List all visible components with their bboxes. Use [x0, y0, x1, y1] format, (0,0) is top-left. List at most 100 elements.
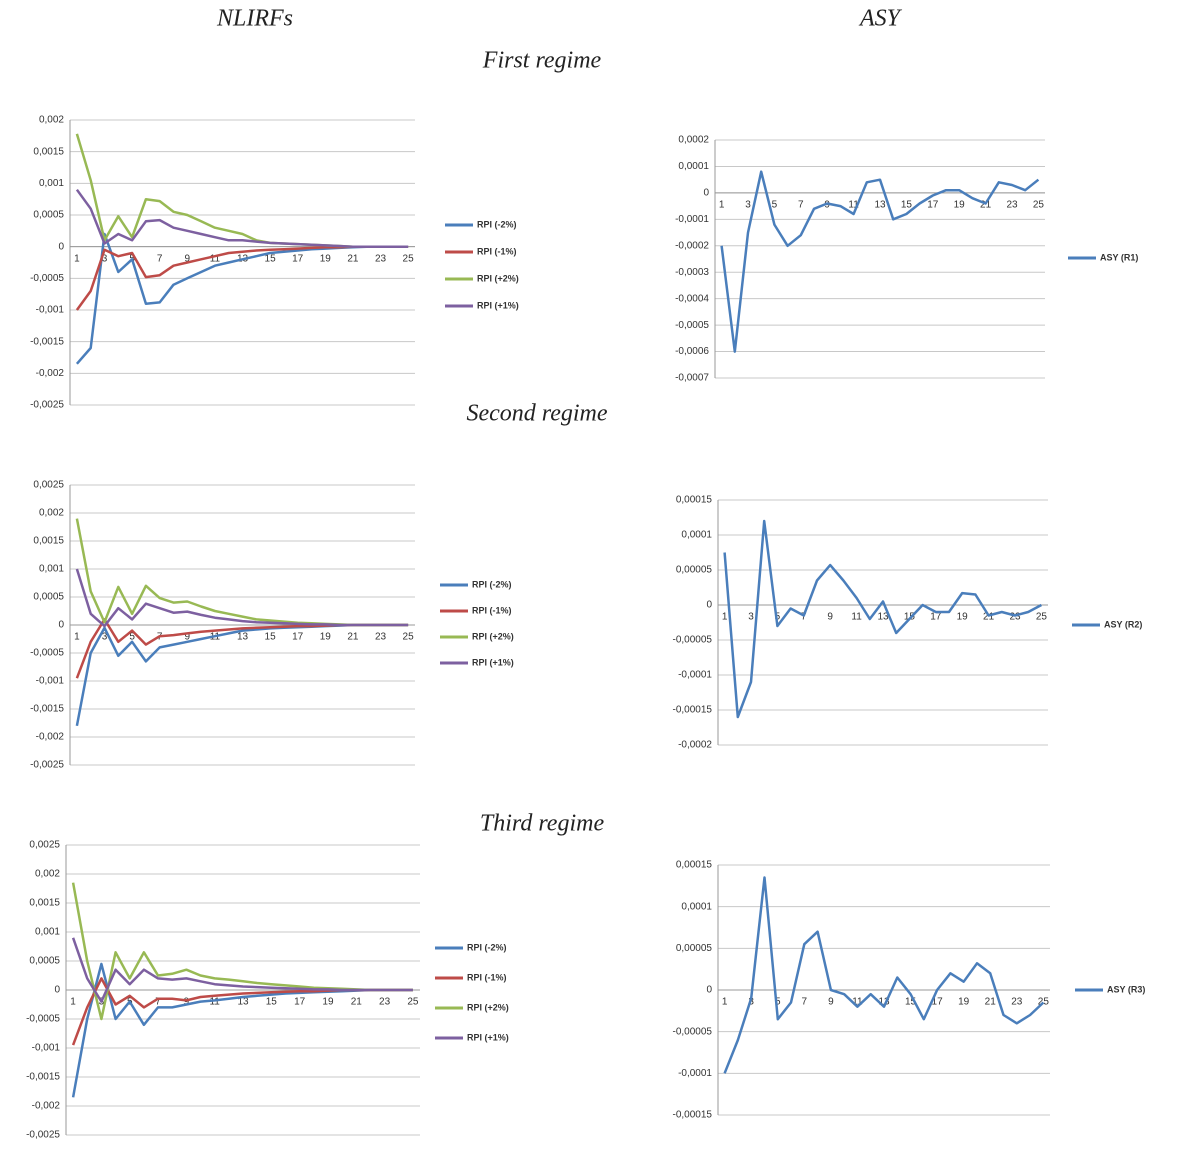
y-tick-label: -0,0002: [678, 740, 712, 751]
legend-label: RPI (-1%): [467, 972, 507, 982]
y-tick-label: 0: [703, 188, 709, 199]
line: [720, 170, 1040, 353]
y-tick-label: 0,002: [39, 115, 64, 126]
x-tick-label: 19: [957, 612, 969, 623]
y-tick-label: -0,0015: [26, 1072, 60, 1083]
y-tick-label: -0,0006: [675, 346, 709, 357]
y-tick-label: -0,001: [36, 676, 65, 687]
x-tick-label: 3: [745, 200, 751, 211]
y-tick-label: -0,0001: [675, 214, 709, 225]
y-tick-label: -0,0005: [30, 273, 64, 284]
y-tick-label: -0,0001: [678, 1068, 712, 1079]
line: [75, 188, 409, 248]
y-tick-label: 0,00015: [676, 860, 713, 871]
y-tick-label: -0,001: [36, 305, 65, 316]
y-tick-label: 0,0001: [681, 530, 712, 541]
line: [71, 937, 413, 1003]
x-tick-label: 17: [292, 632, 304, 643]
x-tick-label: 21: [985, 997, 997, 1008]
x-tick-label: 1: [74, 632, 80, 643]
y-tick-label: -0,00015: [673, 705, 713, 716]
x-tick-label: 17: [927, 200, 939, 211]
legend-label: RPI (+1%): [477, 300, 519, 310]
x-tick-label: 1: [722, 612, 728, 623]
x-tick-label: 17: [294, 997, 306, 1008]
legend-label: RPI (+2%): [477, 273, 519, 283]
y-tick-label: -0,0004: [675, 293, 709, 304]
y-tick-label: -0,0003: [675, 267, 709, 278]
x-tick-label: 7: [157, 253, 163, 264]
y-tick-label: -0,00015: [673, 1110, 713, 1121]
legend-label: ASY (R2): [1104, 619, 1142, 629]
x-tick-label: 9: [185, 253, 191, 264]
x-tick-label: 23: [1006, 200, 1018, 211]
y-tick-label: 0,0005: [29, 956, 60, 967]
y-tick-label: -0,00005: [673, 635, 713, 646]
y-tick-label: 0,001: [39, 178, 64, 189]
y-tick-label: -0,0005: [30, 648, 64, 659]
x-tick-label: 17: [930, 612, 942, 623]
regime-title: Second regime: [466, 401, 607, 427]
y-tick-label: -0,0015: [30, 704, 64, 715]
x-tick-label: 23: [375, 632, 387, 643]
y-tick-label: 0: [58, 241, 64, 252]
column-title: NLIRFs: [216, 6, 293, 32]
x-tick-label: 21: [347, 253, 359, 264]
legend-label: RPI (-1%): [477, 246, 517, 256]
x-tick-label: 15: [901, 200, 913, 211]
y-tick-label: 0,0001: [678, 161, 709, 172]
legend-label: RPI (-2%): [477, 219, 517, 229]
x-tick-label: 19: [958, 997, 970, 1008]
legend-label: RPI (+1%): [467, 1032, 509, 1042]
y-tick-label: 0,001: [39, 564, 64, 575]
line: [75, 133, 409, 248]
y-tick-label: 0,0015: [29, 898, 60, 909]
x-tick-label: 11: [852, 997, 863, 1008]
y-tick-label: 0: [706, 985, 712, 996]
y-tick-label: -0,0001: [678, 670, 712, 681]
x-tick-label: 1: [70, 997, 76, 1008]
y-tick-label: -0,002: [32, 1101, 61, 1112]
y-tick-label: -0,0002: [675, 240, 709, 251]
y-tick-label: 0,0002: [678, 135, 709, 146]
x-tick-label: 25: [403, 632, 415, 643]
x-tick-label: 23: [1009, 612, 1021, 623]
x-tick-label: 5: [129, 632, 135, 643]
x-tick-label: 1: [74, 253, 80, 264]
line: [75, 518, 409, 627]
y-tick-label: -0,0007: [675, 373, 709, 384]
x-tick-label: 15: [265, 632, 277, 643]
y-tick-label: -0,002: [36, 732, 65, 743]
x-tick-label: 9: [824, 200, 830, 211]
x-tick-label: 19: [320, 632, 332, 643]
y-tick-label: 0,0005: [33, 592, 64, 603]
y-tick-label: 0,0005: [33, 210, 64, 221]
x-tick-label: 11: [848, 200, 859, 211]
y-tick-label: 0: [54, 985, 60, 996]
regime-title: Third regime: [480, 811, 605, 837]
x-tick-label: 11: [210, 253, 221, 264]
y-tick-label: -0,0025: [26, 1130, 60, 1141]
legend-label: RPI (-2%): [472, 579, 512, 589]
y-tick-label: 0,00015: [676, 495, 713, 506]
y-tick-label: 0,002: [35, 869, 60, 880]
x-tick-label: 19: [320, 253, 332, 264]
y-tick-label: -0,001: [32, 1043, 61, 1054]
x-tick-label: 9: [827, 612, 833, 623]
x-tick-label: 21: [983, 612, 995, 623]
y-tick-label: 0: [58, 620, 64, 631]
x-tick-label: 15: [905, 997, 917, 1008]
y-tick-label: 0: [706, 600, 712, 611]
y-tick-label: -0,0005: [26, 1014, 60, 1025]
x-tick-label: 21: [347, 632, 359, 643]
x-tick-label: 25: [1038, 997, 1050, 1008]
column-title: ASY: [858, 6, 903, 32]
y-tick-label: 0,001: [35, 927, 60, 938]
x-tick-label: 7: [155, 997, 161, 1008]
y-tick-label: -0,0005: [675, 320, 709, 331]
y-tick-label: -0,0025: [30, 400, 64, 411]
y-tick-label: -0,0025: [30, 760, 64, 771]
x-tick-label: 13: [237, 997, 249, 1008]
